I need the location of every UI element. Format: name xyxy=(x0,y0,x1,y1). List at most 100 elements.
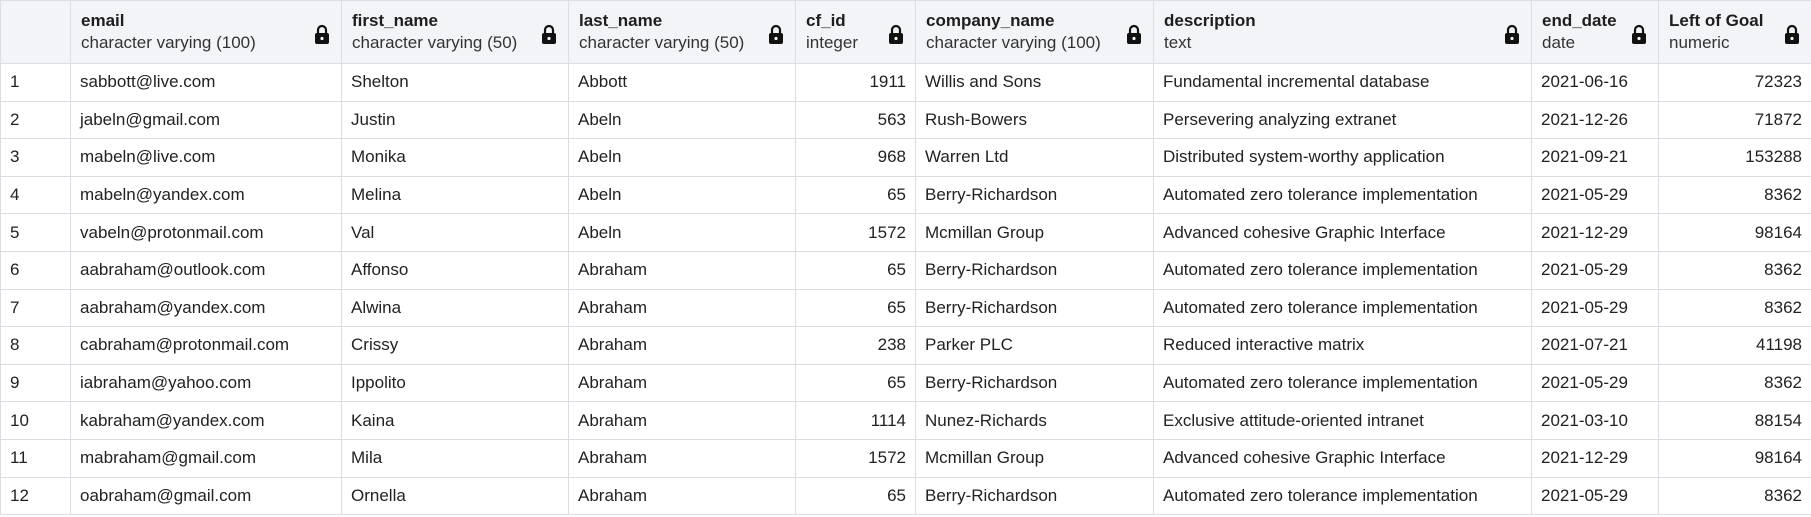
end-date-cell[interactable]: 2021-03-10 xyxy=(1531,401,1659,440)
table-row[interactable]: 7 aabraham@yandex.com Alwina Abraham 65 Berry… xyxy=(0,288,1811,328)
table-row[interactable]: 5 vabeln@protonmail.com Val Abeln 1572 Mcmill… xyxy=(0,213,1811,252)
first-name-cell[interactable]: Crissy xyxy=(341,326,569,365)
cf-id-cell[interactable]: 65 xyxy=(795,250,916,290)
end-date-cell[interactable]: 2021-12-29 xyxy=(1531,438,1659,478)
end-date-cell[interactable]: 2021-05-29 xyxy=(1531,175,1659,215)
table-row[interactable]: 11 mabraham@gmail.com Mila Abraham 1572 Mcmil… xyxy=(0,438,1811,478)
email-cell[interactable]: mabeln@live.com xyxy=(70,138,342,177)
row-number-cell[interactable]: 4 xyxy=(0,175,71,215)
cf-id-cell[interactable]: 1911 xyxy=(795,63,916,102)
row-number-cell[interactable]: 1 xyxy=(0,63,71,102)
left-of-goal-cell[interactable]: 8362 xyxy=(1658,175,1811,215)
description-cell[interactable]: Distributed system-worthy application xyxy=(1153,138,1532,177)
column-header-end-date[interactable]: end_date date xyxy=(1531,0,1659,64)
company-name-cell[interactable]: Parker PLC xyxy=(915,326,1154,365)
left-of-goal-cell[interactable]: 88154 xyxy=(1658,401,1811,440)
email-cell[interactable]: kabraham@yandex.com xyxy=(70,401,342,440)
first-name-cell[interactable]: Kaina xyxy=(341,401,569,440)
email-cell[interactable]: iabraham@yahoo.com xyxy=(70,363,342,403)
description-cell[interactable]: Persevering analyzing extranet xyxy=(1153,100,1532,140)
company-name-cell[interactable]: Rush-Bowers xyxy=(915,100,1154,140)
first-name-cell[interactable]: Alwina xyxy=(341,288,569,328)
company-name-cell[interactable]: Warren Ltd xyxy=(915,138,1154,177)
last-name-cell[interactable]: Abraham xyxy=(568,288,796,328)
last-name-cell[interactable]: Abeln xyxy=(568,213,796,252)
first-name-cell[interactable]: Mila xyxy=(341,438,569,478)
end-date-cell[interactable]: 2021-06-16 xyxy=(1531,63,1659,102)
column-header-company-name[interactable]: company_name character varying (100) xyxy=(915,0,1154,64)
table-row[interactable]: 2 jabeln@gmail.com Justin Abeln 563 Rush-Bowe… xyxy=(0,100,1811,140)
cf-id-cell[interactable]: 968 xyxy=(795,138,916,177)
left-of-goal-cell[interactable]: 72323 xyxy=(1658,63,1811,102)
email-cell[interactable]: mabraham@gmail.com xyxy=(70,438,342,478)
column-header-description[interactable]: description text xyxy=(1153,0,1532,64)
column-header-first-name[interactable]: first_name character varying (50) xyxy=(341,0,569,64)
last-name-cell[interactable]: Abeln xyxy=(568,100,796,140)
first-name-cell[interactable]: Val xyxy=(341,213,569,252)
end-date-cell[interactable]: 2021-12-26 xyxy=(1531,100,1659,140)
company-name-cell[interactable]: Mcmillan Group xyxy=(915,213,1154,252)
end-date-cell[interactable]: 2021-12-29 xyxy=(1531,213,1659,252)
last-name-cell[interactable]: Abraham xyxy=(568,326,796,365)
first-name-cell[interactable]: Affonso xyxy=(341,250,569,290)
row-number-cell[interactable]: 11 xyxy=(0,438,71,478)
company-name-cell[interactable]: Berry-Richardson xyxy=(915,175,1154,215)
table-row[interactable]: 6 aabraham@outlook.com Affonso Abraham 65 Ber… xyxy=(0,250,1811,290)
first-name-cell[interactable]: Ornella xyxy=(341,476,569,516)
description-cell[interactable]: Exclusive attitude-oriented intranet xyxy=(1153,401,1532,440)
first-name-cell[interactable]: Melina xyxy=(341,175,569,215)
description-cell[interactable]: Fundamental incremental database xyxy=(1153,63,1532,102)
email-cell[interactable]: oabraham@gmail.com xyxy=(70,476,342,516)
first-name-cell[interactable]: Justin xyxy=(341,100,569,140)
left-of-goal-cell[interactable]: 153288 xyxy=(1658,138,1811,177)
column-header-email[interactable]: email character varying (100) xyxy=(70,0,342,64)
description-cell[interactable]: Advanced cohesive Graphic Interface xyxy=(1153,438,1532,478)
column-header-last-name[interactable]: last_name character varying (50) xyxy=(568,0,796,64)
row-number-cell[interactable]: 6 xyxy=(0,250,71,290)
email-cell[interactable]: jabeln@gmail.com xyxy=(70,100,342,140)
row-number-cell[interactable]: 9 xyxy=(0,363,71,403)
left-of-goal-cell[interactable]: 8362 xyxy=(1658,250,1811,290)
left-of-goal-cell[interactable]: 71872 xyxy=(1658,100,1811,140)
company-name-cell[interactable]: Berry-Richardson xyxy=(915,250,1154,290)
table-row[interactable]: 4 mabeln@yandex.com Melina Abeln 65 Berry-Ric… xyxy=(0,175,1811,215)
table-row[interactable]: 12 oabraham@gmail.com Ornella Abraham 65 Berr… xyxy=(0,476,1811,516)
row-number-cell[interactable]: 3 xyxy=(0,138,71,177)
email-cell[interactable]: aabraham@outlook.com xyxy=(70,250,342,290)
column-header-cf-id[interactable]: cf_id integer xyxy=(795,0,916,64)
company-name-cell[interactable]: Nunez-Richards xyxy=(915,401,1154,440)
row-number-cell[interactable]: 2 xyxy=(0,100,71,140)
table-row[interactable]: 3 mabeln@live.com Monika Abeln 968 Warren Ltd… xyxy=(0,138,1811,177)
left-of-goal-cell[interactable]: 8362 xyxy=(1658,476,1811,516)
cf-id-cell[interactable]: 65 xyxy=(795,476,916,516)
last-name-cell[interactable]: Abraham xyxy=(568,363,796,403)
last-name-cell[interactable]: Abraham xyxy=(568,250,796,290)
description-cell[interactable]: Automated zero tolerance implementation xyxy=(1153,476,1532,516)
description-cell[interactable]: Reduced interactive matrix xyxy=(1153,326,1532,365)
last-name-cell[interactable]: Abeln xyxy=(568,175,796,215)
row-number-cell[interactable]: 8 xyxy=(0,326,71,365)
cf-id-cell[interactable]: 65 xyxy=(795,363,916,403)
email-cell[interactable]: aabraham@yandex.com xyxy=(70,288,342,328)
last-name-cell[interactable]: Abeln xyxy=(568,138,796,177)
last-name-cell[interactable]: Abbott xyxy=(568,63,796,102)
end-date-cell[interactable]: 2021-09-21 xyxy=(1531,138,1659,177)
description-cell[interactable]: Automated zero tolerance implementation xyxy=(1153,175,1532,215)
row-number-cell[interactable]: 5 xyxy=(0,213,71,252)
row-number-header[interactable] xyxy=(0,0,71,64)
description-cell[interactable]: Automated zero tolerance implementation xyxy=(1153,288,1532,328)
company-name-cell[interactable]: Willis and Sons xyxy=(915,63,1154,102)
company-name-cell[interactable]: Berry-Richardson xyxy=(915,476,1154,516)
end-date-cell[interactable]: 2021-07-21 xyxy=(1531,326,1659,365)
cf-id-cell[interactable]: 1114 xyxy=(795,401,916,440)
row-number-cell[interactable]: 10 xyxy=(0,401,71,440)
table-row[interactable]: 9 iabraham@yahoo.com Ippolito Abraham 65 Berr… xyxy=(0,363,1811,403)
email-cell[interactable]: cabraham@protonmail.com xyxy=(70,326,342,365)
company-name-cell[interactable]: Mcmillan Group xyxy=(915,438,1154,478)
end-date-cell[interactable]: 2021-05-29 xyxy=(1531,250,1659,290)
cf-id-cell[interactable]: 65 xyxy=(795,288,916,328)
description-cell[interactable]: Automated zero tolerance implementation xyxy=(1153,363,1532,403)
end-date-cell[interactable]: 2021-05-29 xyxy=(1531,288,1659,328)
cf-id-cell[interactable]: 1572 xyxy=(795,438,916,478)
first-name-cell[interactable]: Monika xyxy=(341,138,569,177)
